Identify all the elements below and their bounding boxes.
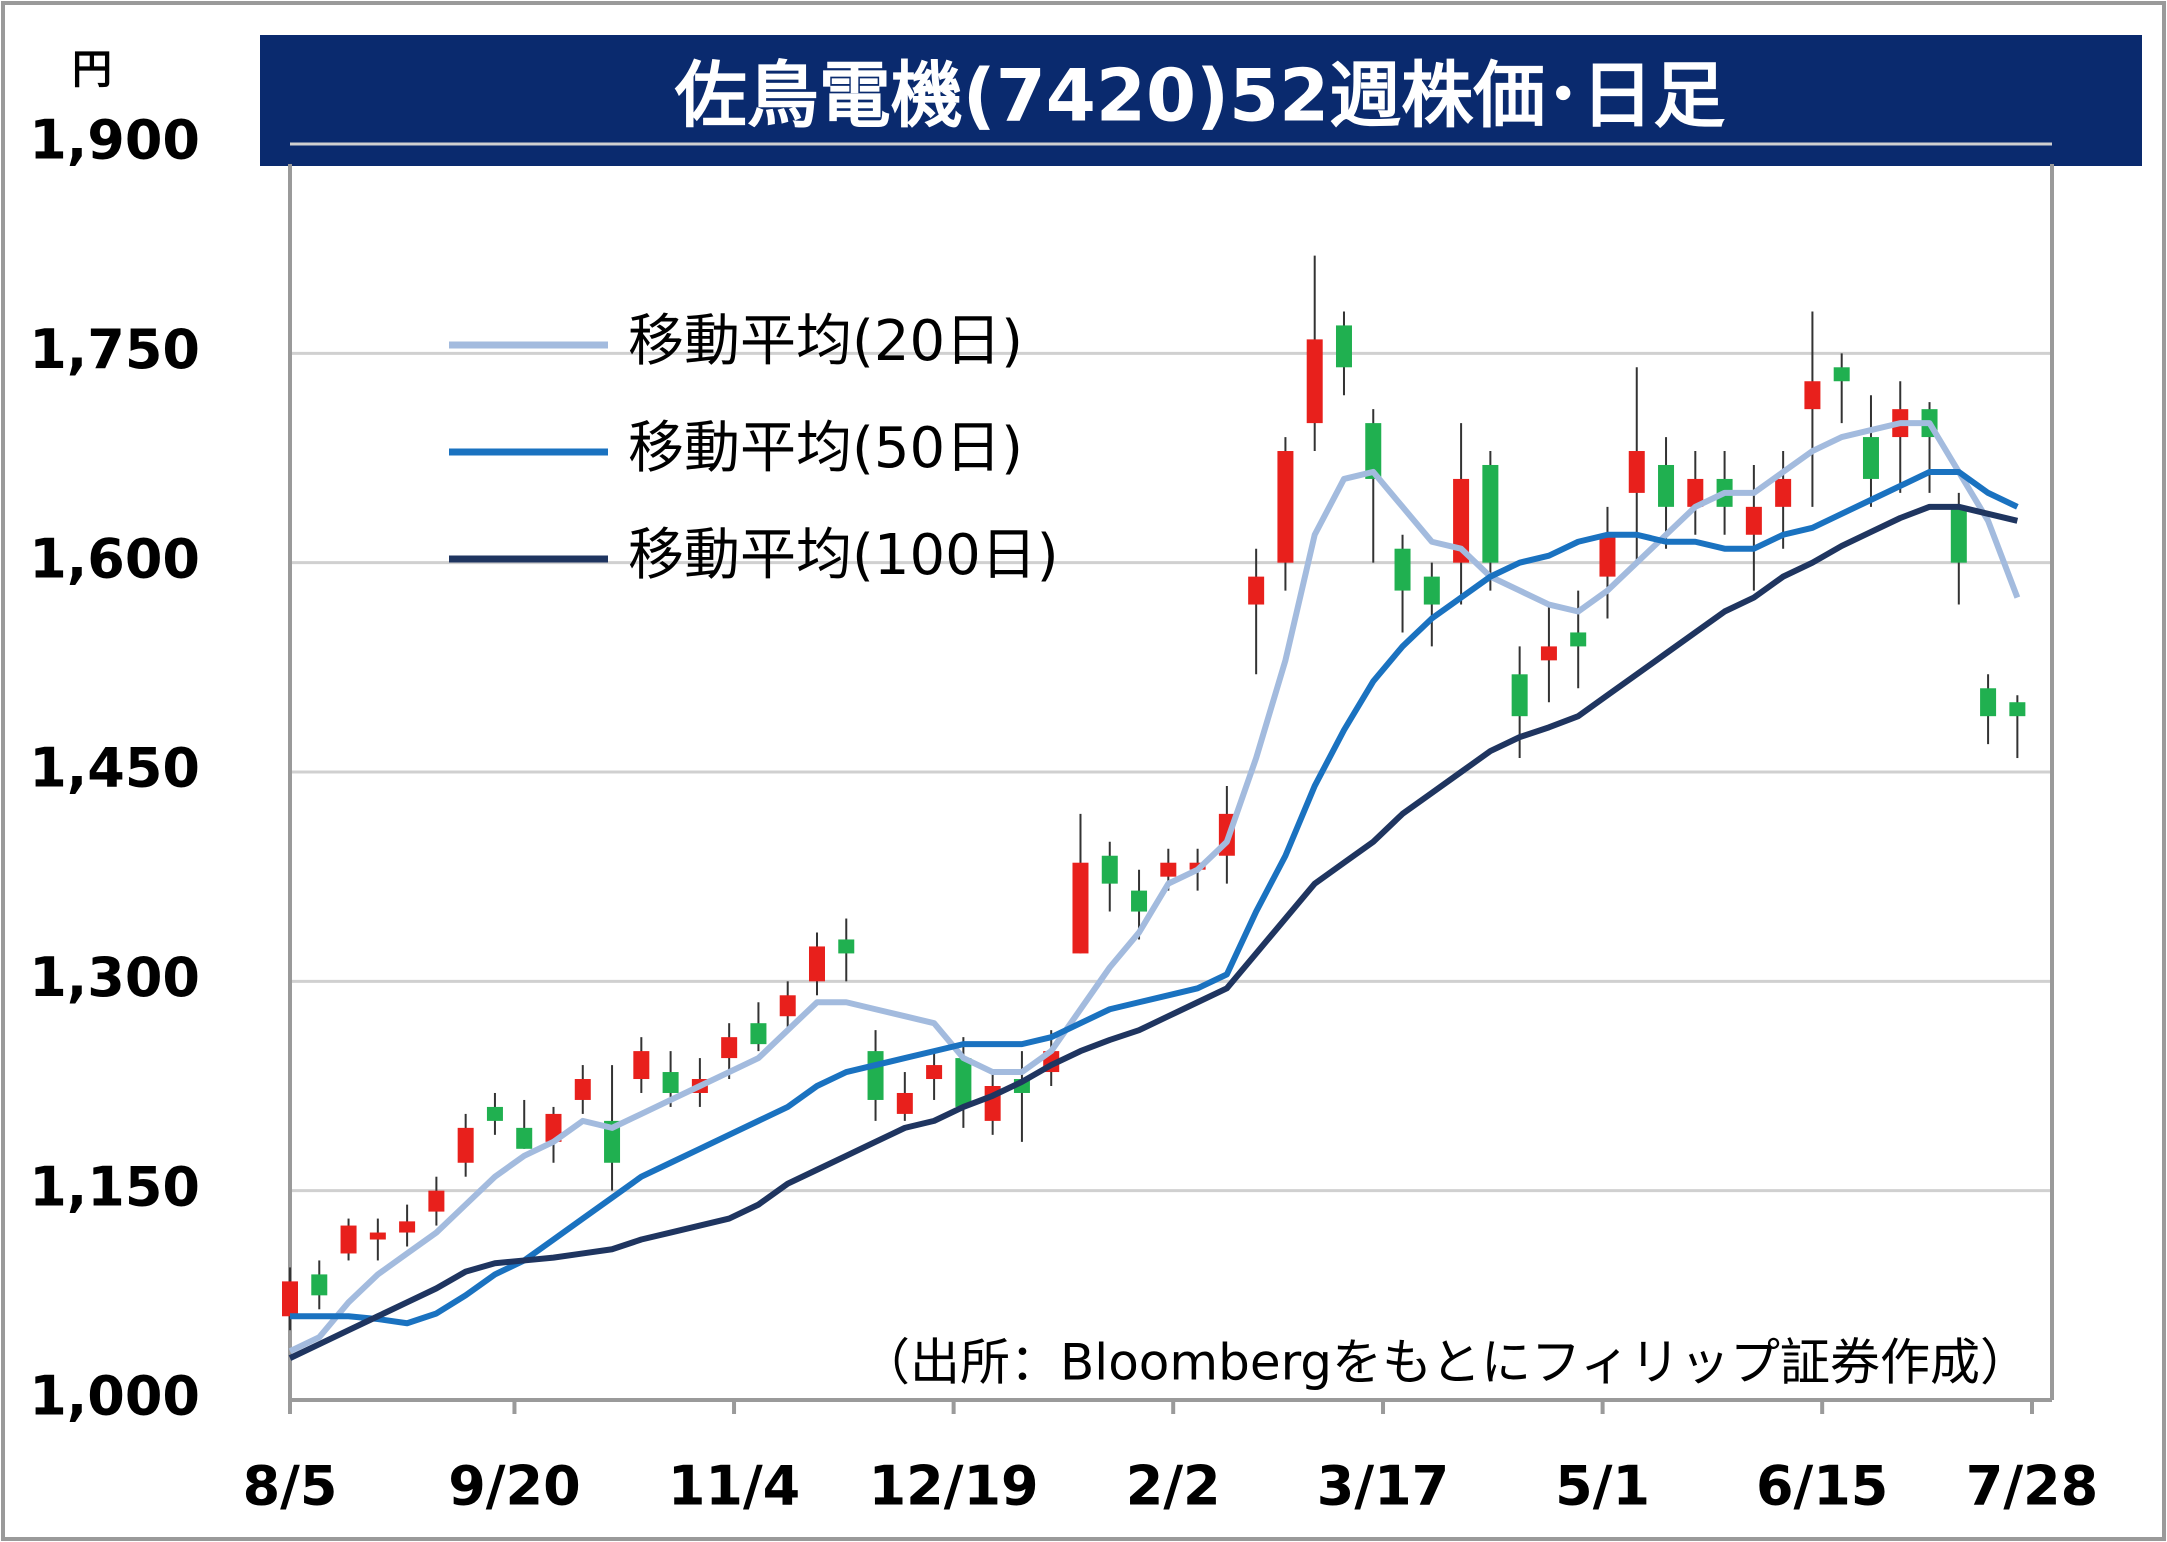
y-tick-label: 1,450 [29,737,200,800]
candle-body [545,1113,562,1142]
y-tick-label: 1,750 [29,318,200,381]
candle-body [1394,548,1411,591]
candle-body [1365,423,1382,479]
candle-body [311,1274,328,1296]
legend-label: 移動平均(50日) [628,416,1023,481]
candle-body [1540,646,1557,661]
x-tick-label: 9/20 [448,1455,580,1518]
legend-label: 移動平均(20日) [628,309,1023,374]
candle-body [1833,367,1850,382]
moving-average-line [290,468,2019,1327]
candle-body [2009,702,2026,717]
x-tick-label: 12/19 [869,1455,1039,1518]
candle-body [1101,855,1118,884]
candle-body [1131,890,1148,912]
x-tick-label: 3/17 [1317,1455,1449,1518]
candle-body [340,1225,357,1254]
chart-title: 佐鳥電機(7420)52週株価･日足 [674,54,1725,138]
unit-label: 円 [72,47,112,93]
x-tick-label: 6/15 [1756,1455,1888,1518]
candle-body [457,1127,474,1163]
moving-average-line [288,503,2019,1361]
candle-body [808,946,825,982]
candle-body [662,1072,679,1093]
candle-body [955,1058,972,1107]
candle-body [428,1190,445,1212]
candle-body [1687,478,1704,507]
candle-body [282,1281,298,1317]
candle-body [1775,478,1792,507]
candle-body [1804,381,1821,410]
candle-body [721,1037,738,1059]
candle-body [867,1051,884,1100]
candle-body [633,1051,650,1080]
candle-body [1482,464,1499,563]
candle-body [750,1023,767,1045]
y-tick-label: 1,000 [29,1365,200,1428]
candle-body [1980,688,1997,717]
candle-body [1453,478,1470,563]
candle-body [896,1092,913,1114]
candle-body [1745,506,1762,535]
y-tick-label: 1,600 [29,527,200,590]
candle-body [1423,576,1440,605]
x-tick-label: 11/4 [668,1455,800,1518]
x-tick-label: 8/5 [243,1455,338,1518]
candle-body [926,1065,943,1080]
candle-body [604,1120,621,1163]
x-tick-label: 2/2 [1126,1455,1221,1518]
candle-body [399,1221,416,1233]
legend-label: 移動平均(100日) [628,523,1059,588]
plot: 1,000 1,150 1,300 1,450 1,600 1,750 1,900 8/5 9/… [29,109,2098,1518]
candle-body [1335,325,1352,368]
candle-body [779,995,796,1017]
candle-body [838,939,855,954]
candle-body [1950,506,1967,563]
x-tick-label: 7/28 [1966,1455,2098,1518]
candle-body [516,1127,533,1149]
candle-body [1658,464,1675,507]
candle-body [1306,339,1323,424]
candle-body [1072,862,1089,954]
candle-body [574,1079,591,1100]
candle-body [1599,534,1616,577]
y-tick-label: 1,900 [29,109,200,172]
candle-body [369,1232,386,1240]
candle-body [1862,437,1879,479]
candle-body [1628,451,1645,493]
candle-body [1248,576,1265,605]
candle-body [1277,451,1294,563]
candle-body [486,1106,503,1121]
y-tick-label: 1,150 [29,1155,200,1218]
y-tick-label: 1,300 [29,946,200,1009]
candle-body [1160,862,1177,877]
x-tick-label: 5/1 [1555,1455,1650,1518]
moving-average-line [288,420,2021,1354]
source-note: （出所：Bloombergをもとにフィリップ証券作成） [860,1334,2030,1392]
candle-body [1570,632,1587,647]
candle-body [1511,674,1528,717]
